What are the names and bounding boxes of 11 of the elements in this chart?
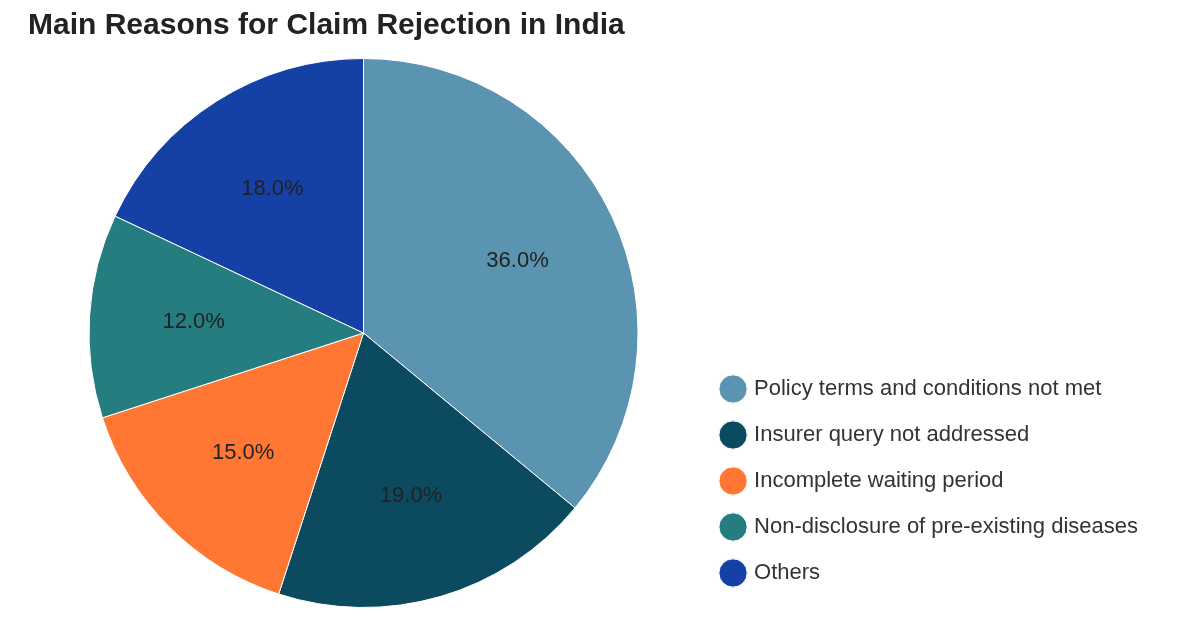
data-label: 12.0% bbox=[162, 308, 225, 334]
legend-label: Others bbox=[754, 559, 821, 585]
legend-label: Policy terms and conditions not met bbox=[754, 375, 1102, 401]
chart-title: Main Reasons for Claim Rejection in India bbox=[28, 7, 626, 41]
legend-label: Insurer query not addressed bbox=[754, 421, 1030, 447]
legend-label: Incomplete waiting period bbox=[754, 467, 1004, 493]
data-label: 15.0% bbox=[211, 439, 275, 465]
legend-label: Non-disclosure of pre-existing diseases bbox=[754, 513, 1139, 539]
data-label: 19.0% bbox=[379, 482, 443, 508]
data-label: 36.0% bbox=[486, 246, 549, 272]
data-label: 18.0% bbox=[241, 175, 304, 201]
